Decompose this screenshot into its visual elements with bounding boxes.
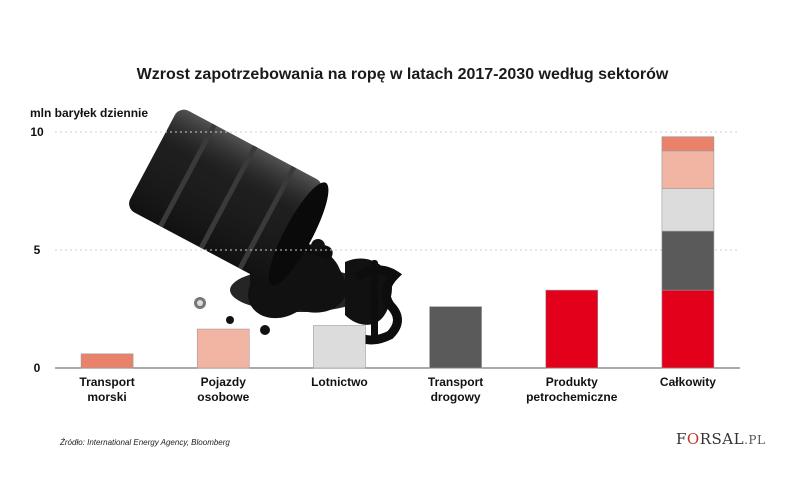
source-note: Źródło: International Energy Agency, Blo…	[60, 438, 230, 447]
x-tick-label: Pojazdy osobowe	[197, 375, 249, 404]
bar-segment	[661, 136, 715, 152]
x-tick-label: Lotnictwo	[311, 375, 368, 389]
bar-segment	[661, 230, 715, 291]
x-tick-label: Transport morski	[79, 375, 134, 404]
y-axis-label: mln baryłek dziennie	[30, 106, 149, 120]
y-tick-label: 0	[34, 361, 41, 375]
bar	[429, 306, 482, 369]
chart-title: Wzrost zapotrzebowania na ropę w latach …	[136, 66, 669, 83]
bar	[545, 289, 599, 369]
oil-barrel-illustration	[129, 109, 403, 345]
forsal-logo: FORSAL.PL	[676, 430, 766, 448]
x-tick-label: Produkty petrochemiczne	[526, 375, 618, 404]
bar-segment	[661, 150, 715, 189]
bar	[80, 353, 134, 369]
bar-segment	[661, 289, 715, 369]
x-tick-label: Transport drogowy	[428, 375, 483, 404]
bar-segment	[661, 188, 715, 232]
bar	[313, 325, 366, 369]
x-tick-label: Całkowity	[660, 375, 716, 389]
y-tick-label: 10	[30, 125, 44, 139]
bar	[196, 328, 250, 369]
y-tick-label: 5	[34, 243, 41, 257]
